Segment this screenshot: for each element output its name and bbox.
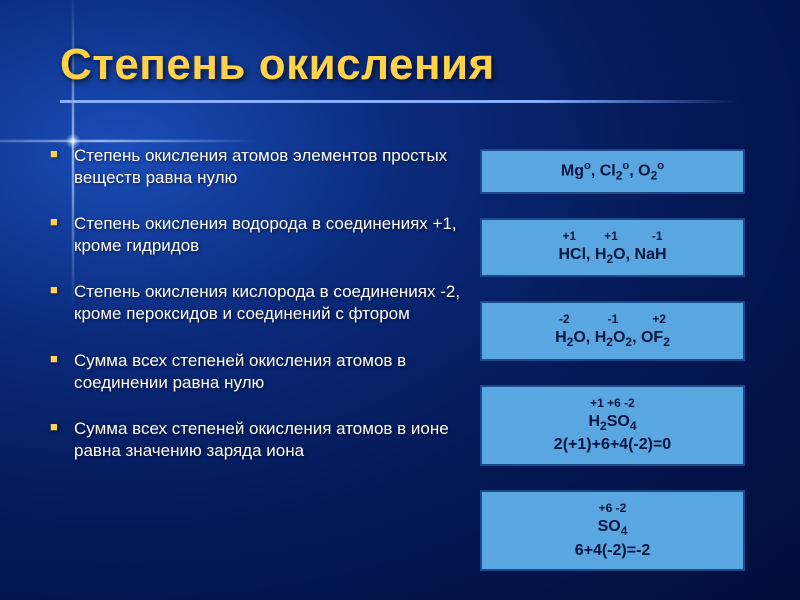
bullet-item: Степень окисления водорода в соединениях… — [50, 213, 470, 257]
formula: Mgo, Cl2o, O2o — [488, 159, 737, 184]
formula: HCl, H2O, NaH — [488, 244, 737, 267]
bullet-list: Степень окисления атомов элементов прост… — [50, 145, 480, 571]
example-box-4: +1 +6 -2 H2SO4 2(+1)+6+4(-2)=0 — [480, 385, 745, 466]
calculation: 2(+1)+6+4(-2)=0 — [488, 434, 737, 456]
slide-title: Степень окисления — [60, 40, 495, 90]
formula: H2O, H2O2, OF2 — [488, 327, 737, 350]
example-box-3: -2-1+2 H2O, H2O2, OF2 — [480, 301, 745, 361]
title-underline — [60, 100, 740, 103]
example-box-2: +1+1-1 HCl, H2O, NaH — [480, 218, 745, 278]
content-area: Степень окисления атомов элементов прост… — [50, 145, 750, 571]
formula: H2SO4 — [488, 411, 737, 434]
formula: SO4 — [488, 516, 737, 539]
example-box-5: +6 -2 SO4 6+4(-2)=-2 — [480, 490, 745, 571]
example-box-1: Mgo, Cl2o, O2o — [480, 149, 745, 194]
oxidation-states: +6 -2 — [488, 500, 737, 516]
bullet-item: Степень окисления кислорода в соединения… — [50, 281, 470, 325]
example-boxes: Mgo, Cl2o, O2o +1+1-1 HCl, H2O, NaH -2-1… — [480, 145, 745, 571]
oxidation-states: +1 +6 -2 — [488, 395, 737, 411]
bullet-item: Сумма всех степеней окисления атомов в с… — [50, 350, 470, 394]
calculation: 6+4(-2)=-2 — [488, 540, 737, 562]
bullet-item: Сумма всех степеней окисления атомов в и… — [50, 418, 470, 462]
bullet-item: Степень окисления атомов элементов прост… — [50, 145, 470, 189]
oxidation-states: +1+1-1 — [488, 228, 737, 244]
lens-flare-horizontal — [0, 140, 260, 142]
oxidation-states: -2-1+2 — [488, 311, 737, 327]
